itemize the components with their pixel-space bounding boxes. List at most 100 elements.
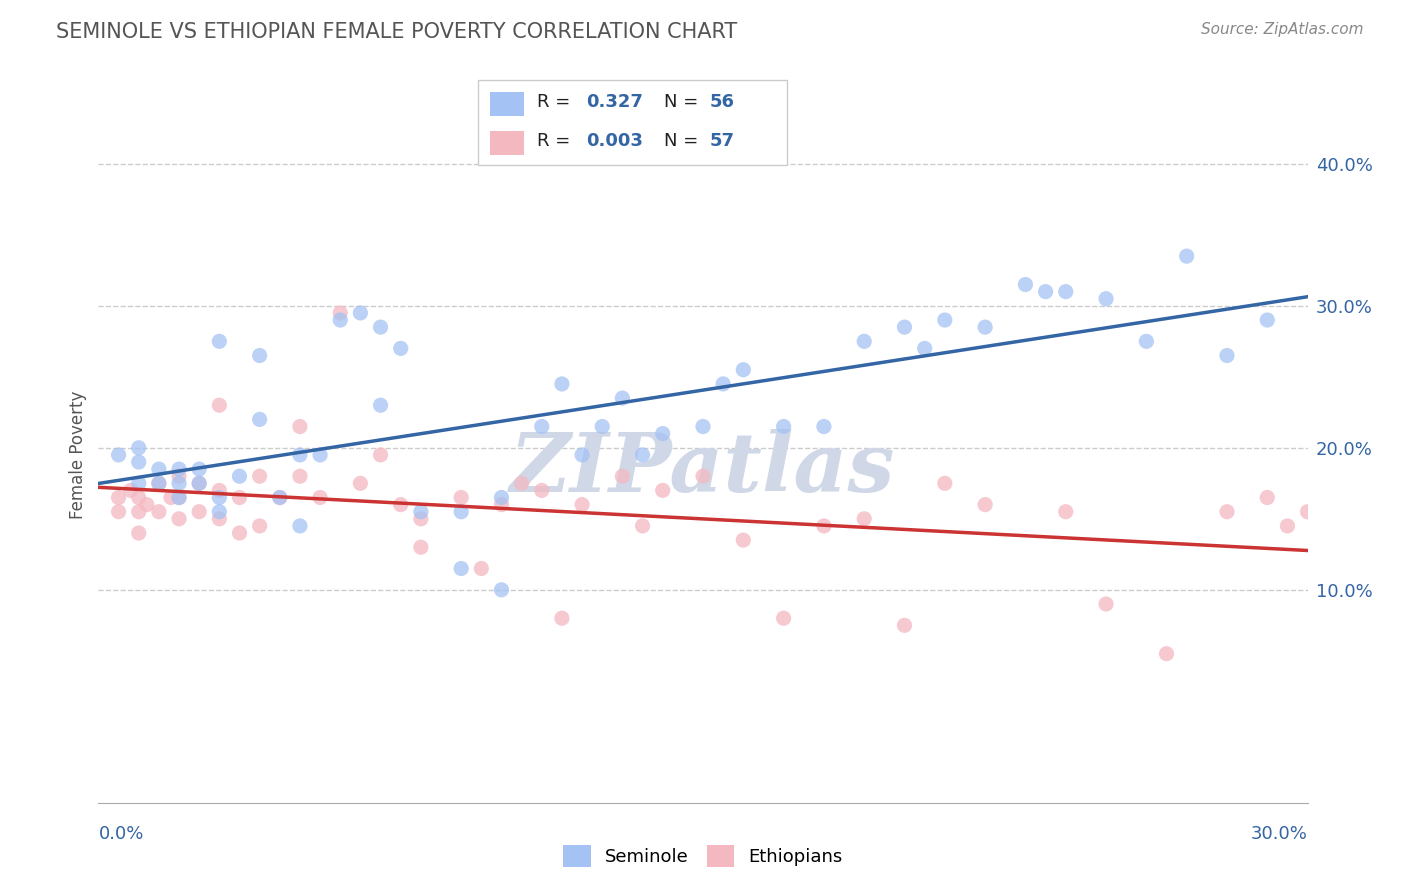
Point: [571, 498, 593, 512]
Text: N =: N =: [664, 94, 703, 112]
Point: [208, 512, 231, 526]
Point: [188, 476, 211, 491]
Point: [160, 491, 183, 505]
Point: [148, 476, 170, 491]
Point: [1054, 505, 1077, 519]
Point: [269, 491, 291, 505]
Point: [167, 491, 190, 505]
Bar: [491, 92, 524, 116]
Point: [1256, 491, 1278, 505]
Point: [1175, 249, 1198, 263]
Point: [329, 306, 352, 320]
Point: [288, 469, 311, 483]
Point: [128, 476, 150, 491]
Text: 57: 57: [710, 132, 735, 150]
Point: [470, 561, 492, 575]
Text: Source: ZipAtlas.com: Source: ZipAtlas.com: [1201, 22, 1364, 37]
Point: [813, 519, 835, 533]
Point: [208, 334, 231, 349]
Point: [733, 362, 755, 376]
Point: [288, 419, 311, 434]
Point: [934, 476, 956, 491]
Point: [309, 491, 332, 505]
Point: [249, 349, 271, 363]
Point: [813, 419, 835, 434]
Point: [772, 419, 794, 434]
Point: [1095, 292, 1118, 306]
Point: [1035, 285, 1057, 299]
Point: [309, 448, 332, 462]
Point: [128, 455, 150, 469]
Point: [228, 491, 250, 505]
Point: [974, 320, 997, 334]
Point: [1095, 597, 1118, 611]
Point: [269, 491, 291, 505]
Point: [491, 491, 513, 505]
Point: [188, 462, 211, 476]
Point: [167, 469, 190, 483]
FancyBboxPatch shape: [478, 80, 787, 165]
Point: [148, 505, 170, 519]
Point: [208, 505, 231, 519]
Point: [853, 512, 876, 526]
Point: [772, 611, 794, 625]
Text: 0.327: 0.327: [586, 94, 643, 112]
Point: [1216, 505, 1239, 519]
Point: [107, 491, 129, 505]
Point: [208, 483, 231, 498]
Point: [491, 582, 513, 597]
Point: [591, 419, 613, 434]
Point: [651, 483, 673, 498]
Point: [128, 491, 150, 505]
Point: [974, 498, 997, 512]
Point: [692, 469, 714, 483]
Point: [288, 448, 311, 462]
Point: [612, 391, 634, 405]
Point: [107, 505, 129, 519]
Point: [1296, 505, 1319, 519]
Point: [370, 448, 392, 462]
Point: [692, 419, 714, 434]
Point: [409, 512, 432, 526]
Point: [1054, 285, 1077, 299]
Point: [167, 512, 190, 526]
Point: [530, 419, 553, 434]
Text: N =: N =: [664, 132, 703, 150]
Point: [409, 505, 432, 519]
Point: [188, 505, 211, 519]
Point: [135, 498, 157, 512]
Y-axis label: Female Poverty: Female Poverty: [69, 391, 87, 519]
Point: [228, 526, 250, 541]
Point: [733, 533, 755, 548]
Point: [631, 448, 654, 462]
Point: [450, 505, 472, 519]
Point: [551, 611, 574, 625]
Point: [329, 313, 352, 327]
Point: [450, 491, 472, 505]
Point: [167, 462, 190, 476]
Point: [288, 519, 311, 533]
Point: [107, 448, 129, 462]
Point: [914, 342, 936, 356]
Point: [551, 376, 574, 391]
Point: [128, 526, 150, 541]
Point: [148, 476, 170, 491]
Point: [510, 476, 533, 491]
Point: [491, 498, 513, 512]
Point: [409, 540, 432, 554]
Point: [167, 491, 190, 505]
Text: 30.0%: 30.0%: [1251, 825, 1308, 843]
Point: [188, 476, 211, 491]
Point: [1156, 647, 1178, 661]
Text: R =: R =: [537, 94, 576, 112]
Point: [651, 426, 673, 441]
Point: [1135, 334, 1157, 349]
Point: [893, 320, 915, 334]
Point: [228, 469, 250, 483]
Point: [571, 448, 593, 462]
Point: [530, 483, 553, 498]
Point: [853, 334, 876, 349]
Point: [349, 476, 371, 491]
Point: [893, 618, 915, 632]
Point: [370, 398, 392, 412]
